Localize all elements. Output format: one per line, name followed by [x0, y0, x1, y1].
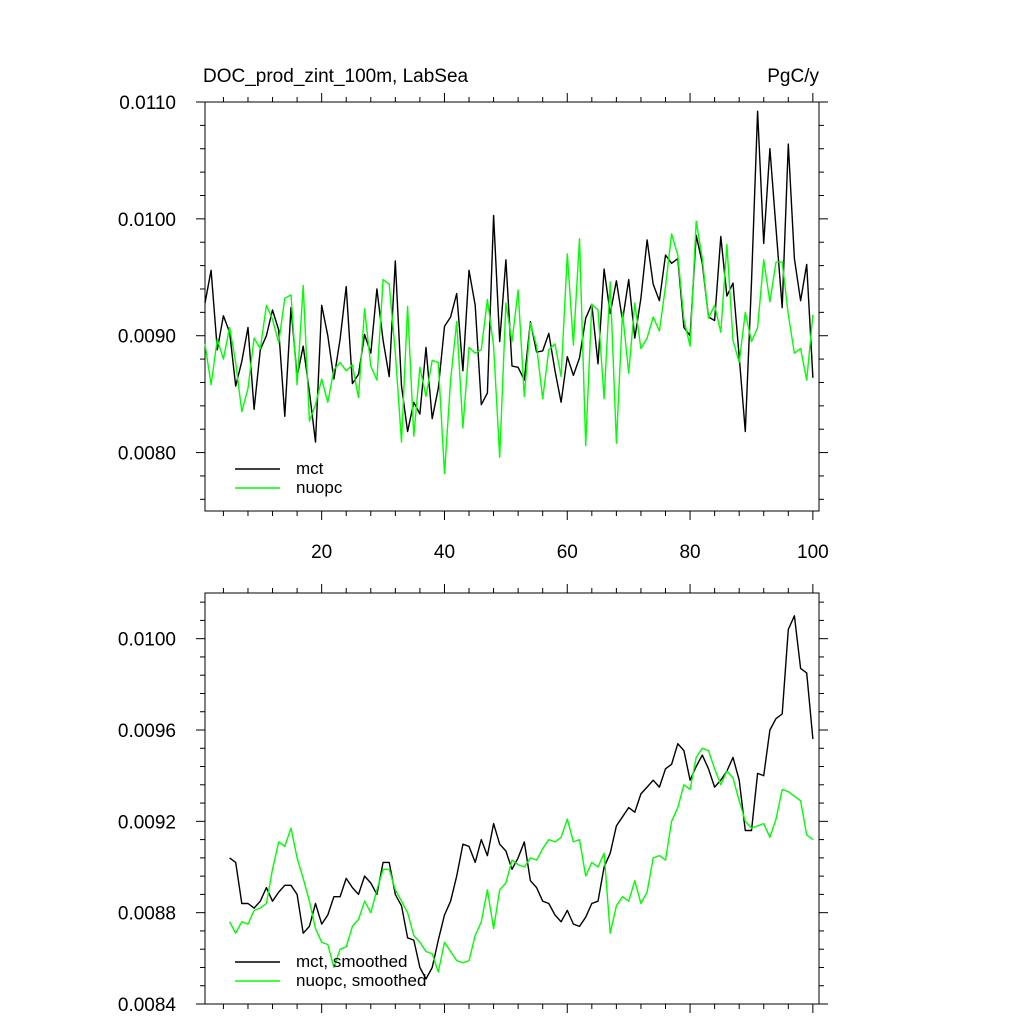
y-tick-label: 0.0084	[118, 995, 177, 1016]
chart-bottom-panel: 0.0084 0.0088 0.0092 0.0096 0.0100 mct, smoot…	[118, 584, 828, 1016]
x-tick-label: 80	[679, 542, 700, 563]
chart-top-panel: 0.0080 0.0090 0.0100 0.0110 20 40 60 80 100 DOC_p…	[118, 66, 829, 563]
series-line-mct	[229, 615, 814, 980]
legend-label: mct	[296, 459, 324, 478]
y-tick-label: 0.0110	[119, 93, 176, 114]
series-line-nuopc	[228, 747, 814, 973]
x-tick-label: 60	[557, 542, 578, 563]
y-tick-label: 0.0100	[118, 210, 176, 231]
y-tick-label: 0.0096	[118, 721, 176, 742]
chart-units: PgC/y	[767, 66, 819, 87]
y-tick-label: 0.0088	[118, 904, 176, 925]
plot-frame	[204, 592, 820, 1005]
y-tick-label: 0.0080	[118, 444, 176, 465]
x-tick-label: 20	[311, 542, 332, 563]
x-tick-label: 40	[434, 542, 455, 563]
series-line-mct	[204, 110, 814, 443]
legend-label: mct, smoothed	[296, 952, 408, 971]
x-tick-label: 100	[797, 542, 829, 563]
y-tick-label: 0.0100	[118, 630, 176, 651]
chart-title: DOC_prod_zint_100m, LabSea	[203, 66, 469, 87]
y-tick-label: 0.0090	[118, 327, 176, 348]
y-tick-label: 0.0092	[118, 812, 176, 833]
legend-label: nuopc	[296, 478, 343, 497]
legend-label: nuopc, smoothed	[296, 971, 426, 990]
plot-frame	[204, 101, 820, 512]
series-line-nuopc	[204, 220, 814, 475]
